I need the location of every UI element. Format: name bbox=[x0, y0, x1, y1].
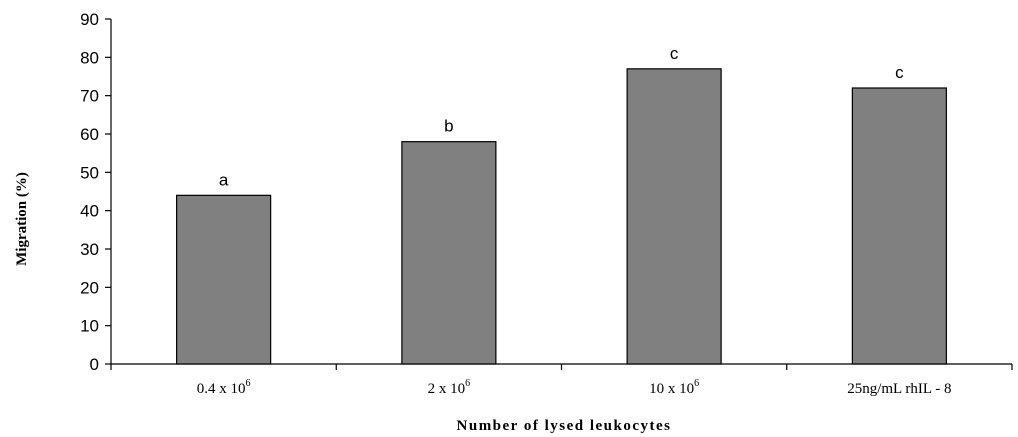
y-tick-label: 80 bbox=[80, 48, 99, 67]
y-tick-label: 30 bbox=[80, 240, 99, 259]
bar-significance-label: a bbox=[219, 170, 229, 189]
bar-significance-label: c bbox=[670, 44, 679, 63]
bar bbox=[626, 68, 722, 365]
x-tick-label: 25ng/mL rhIL - 8 bbox=[847, 381, 951, 397]
bars bbox=[176, 68, 947, 365]
y-axis: 0 10 20 30 40 50 60 70 80 90 bbox=[80, 10, 112, 374]
bar bbox=[851, 87, 947, 365]
x-axis-title: Number of lysed leukocytes bbox=[457, 418, 672, 434]
y-tick-label: 20 bbox=[80, 278, 99, 297]
y-tick-label: 50 bbox=[80, 163, 99, 182]
y-tick-label: 40 bbox=[80, 202, 99, 221]
y-tick-label: 60 bbox=[80, 125, 99, 144]
bar bbox=[176, 194, 272, 365]
bar-labels: a b c c bbox=[219, 44, 904, 189]
y-axis-title: Migration (%) bbox=[14, 172, 30, 266]
x-tick-label: 0.4 x 106 bbox=[197, 378, 251, 397]
bar-significance-label: b bbox=[444, 117, 453, 136]
x-tick-label: 2 x 106 bbox=[428, 378, 471, 397]
y-tick-label: 10 bbox=[80, 317, 99, 336]
x-tick-label: 10 x 106 bbox=[649, 378, 699, 397]
y-tick-label: 90 bbox=[80, 10, 99, 29]
y-tick-label: 0 bbox=[90, 355, 99, 374]
bar bbox=[401, 141, 497, 365]
x-axis: 0.4 x 106 2 x 106 10 x 106 25ng/mL rhIL - 8 bbox=[110, 363, 1013, 397]
bar-significance-label: c bbox=[895, 63, 904, 82]
y-tick-label: 70 bbox=[80, 87, 99, 106]
